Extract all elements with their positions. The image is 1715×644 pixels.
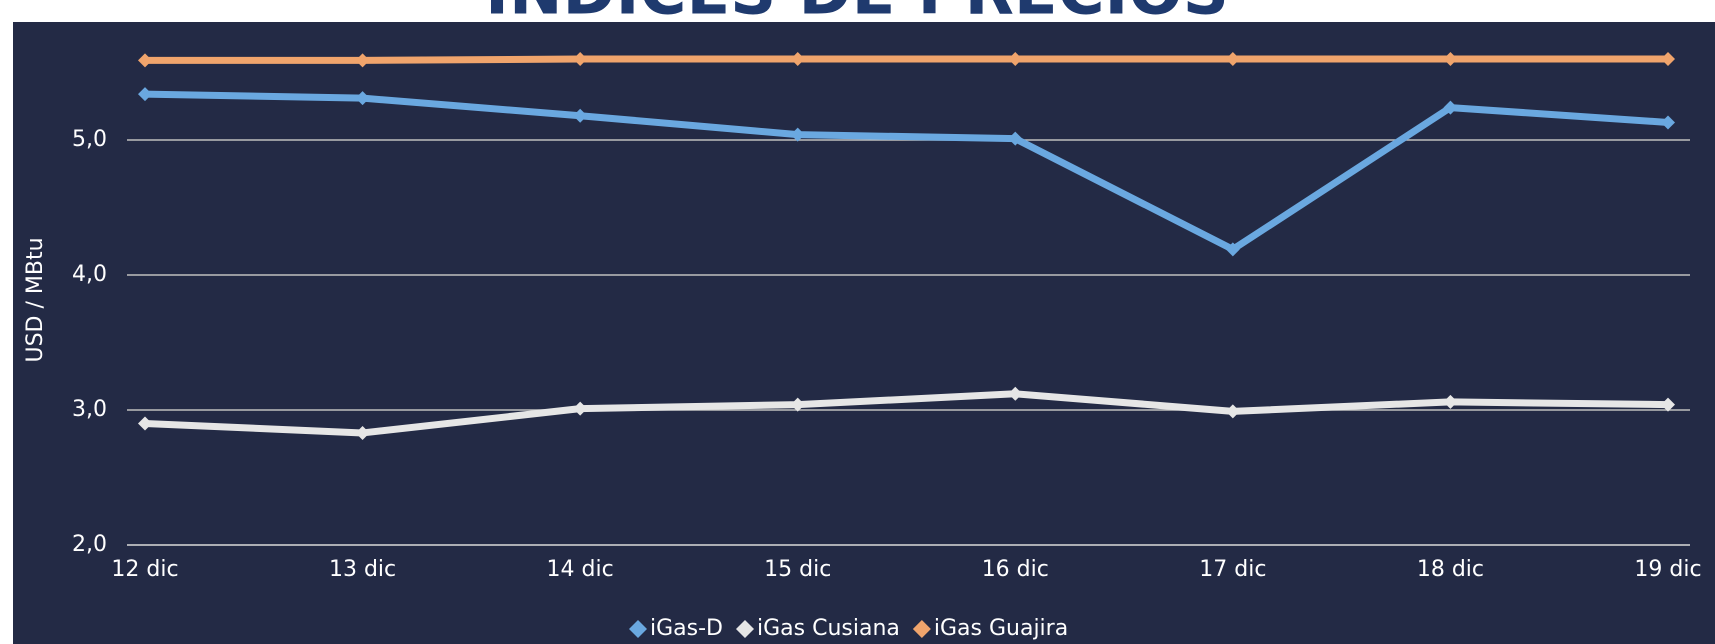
data-point — [1661, 397, 1675, 412]
data-point — [573, 401, 588, 416]
data-point — [138, 416, 152, 431]
legend-label: iGas Guajira — [934, 616, 1068, 641]
data-point — [355, 91, 370, 106]
data-point — [138, 87, 152, 102]
data-point — [1008, 52, 1023, 66]
x-tick-label: 18 dic — [1417, 557, 1484, 582]
data-point — [138, 53, 152, 68]
y-tick-label: 5,0 — [72, 127, 107, 152]
x-tick-label: 15 dic — [764, 557, 831, 582]
data-point — [1225, 52, 1240, 66]
x-tick-label: 12 dic — [111, 557, 178, 582]
data-point — [1661, 52, 1675, 66]
x-tick-label: 16 dic — [982, 557, 1049, 582]
data-point — [1225, 404, 1240, 419]
y-tick-label: 4,0 — [72, 262, 107, 287]
y-tick-label: 3,0 — [72, 397, 107, 422]
series-line — [145, 55, 1668, 64]
legend-marker — [735, 620, 754, 638]
chart-background — [13, 22, 1715, 644]
x-tick-label: 13 dic — [329, 557, 396, 582]
data-point — [1008, 131, 1023, 146]
data-point — [355, 425, 370, 440]
x-tick-label: 19 dic — [1634, 557, 1701, 582]
legend-marker — [629, 620, 647, 638]
data-point — [790, 397, 805, 412]
x-tick-label: 17 dic — [1199, 557, 1266, 582]
data-point — [1443, 100, 1458, 115]
legend-marker — [912, 620, 931, 638]
data-point — [355, 53, 370, 68]
data-point — [573, 108, 588, 123]
data-point — [1008, 386, 1023, 401]
legend-label: iGas-D — [650, 616, 723, 641]
data-point — [1443, 52, 1458, 66]
legend-label: iGas Cusiana — [757, 616, 900, 641]
data-point — [790, 127, 805, 142]
y-tick-label: 2,0 — [72, 532, 107, 557]
data-point — [573, 52, 588, 66]
data-point — [1225, 242, 1240, 257]
y-axis-label: USD / MBtu — [23, 237, 48, 362]
x-tick-label: 14 dic — [547, 557, 614, 582]
series-line — [144, 90, 1669, 253]
data-point — [790, 52, 805, 66]
data-point — [1661, 115, 1675, 130]
series-line — [144, 390, 1669, 437]
data-point — [1443, 394, 1458, 409]
